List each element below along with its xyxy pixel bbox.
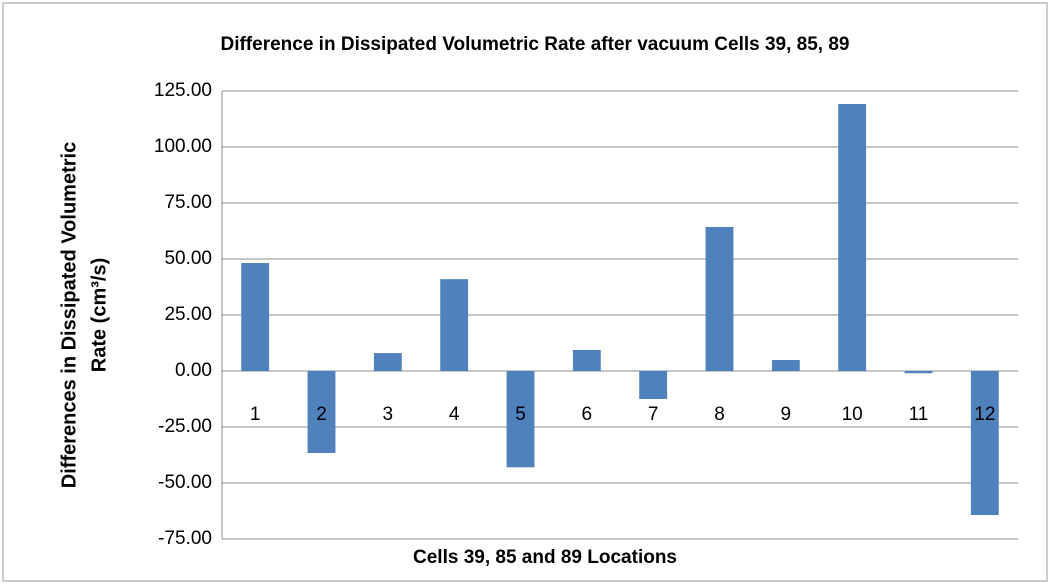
bar bbox=[904, 371, 933, 374]
y-tick-label: -50.00 bbox=[158, 472, 212, 493]
x-tick-label: 4 bbox=[449, 404, 460, 425]
x-axis-label: Cells 39, 85 and 89 Locations bbox=[413, 547, 677, 568]
y-tick-label: 75.00 bbox=[164, 192, 212, 213]
y-tick-label: 25.00 bbox=[164, 304, 212, 325]
y-tick-label: 100.00 bbox=[154, 136, 212, 157]
x-tick-label: 6 bbox=[582, 404, 593, 425]
bar bbox=[373, 353, 402, 371]
x-tick-label: 1 bbox=[250, 404, 261, 425]
y-axis-label: Rate (cm³/s) bbox=[88, 258, 110, 372]
bar bbox=[639, 371, 668, 399]
x-tick-label: 9 bbox=[781, 404, 792, 425]
bar bbox=[705, 226, 734, 371]
bar bbox=[506, 371, 535, 468]
x-tick-label: 10 bbox=[842, 404, 863, 425]
y-tick-label: 0.00 bbox=[175, 360, 212, 381]
x-tick-label: 7 bbox=[648, 404, 659, 425]
bar bbox=[838, 103, 867, 371]
x-tick-label: 12 bbox=[974, 404, 995, 425]
y-tick-label: -25.00 bbox=[158, 416, 212, 437]
bar bbox=[241, 263, 270, 371]
y-axis-label: Differences in Dissipated Volumetric bbox=[58, 142, 80, 488]
bar bbox=[307, 371, 336, 453]
chart-title: Difference in Dissipated Volumetric Rate… bbox=[220, 34, 849, 55]
bar bbox=[440, 279, 469, 371]
x-tick-label: 2 bbox=[316, 404, 327, 425]
x-tick-label: 8 bbox=[714, 404, 725, 425]
bar bbox=[970, 371, 999, 516]
bar bbox=[771, 360, 800, 371]
y-tick-label: 125.00 bbox=[154, 80, 212, 101]
x-tick-label: 3 bbox=[383, 404, 394, 425]
y-tick-label: -75.00 bbox=[158, 528, 212, 549]
bar bbox=[572, 349, 601, 371]
y-tick-label: 50.00 bbox=[164, 248, 212, 269]
x-tick-label: 5 bbox=[515, 404, 526, 425]
x-tick-label: 11 bbox=[909, 404, 929, 425]
